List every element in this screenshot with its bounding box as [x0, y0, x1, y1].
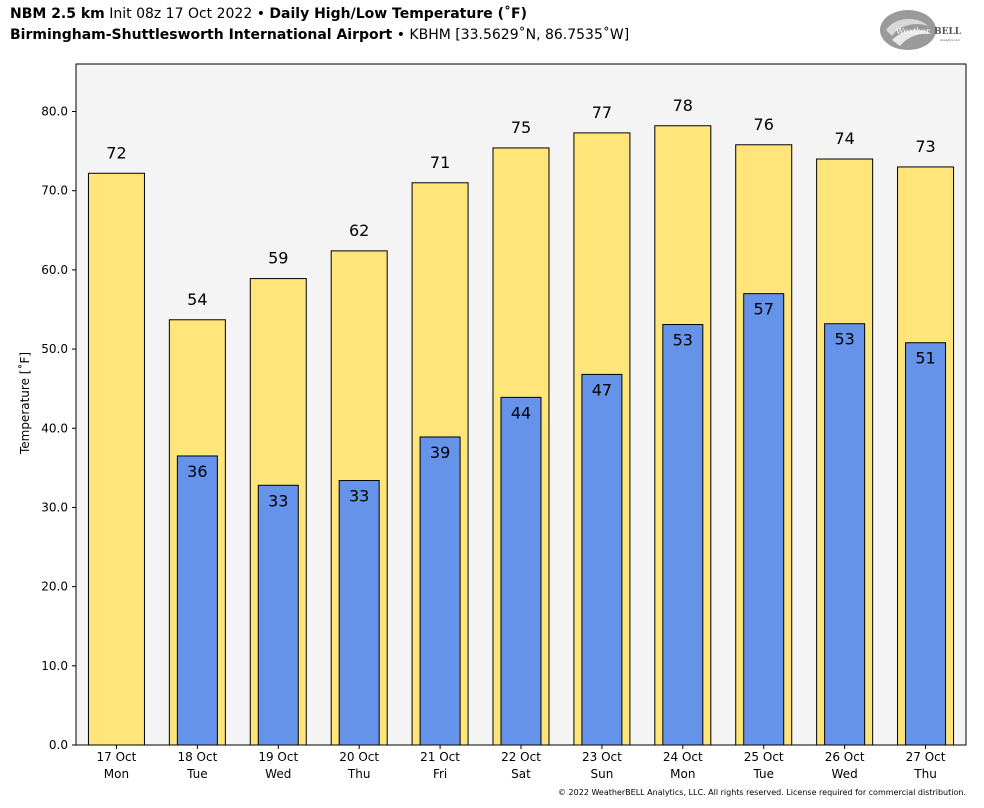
x-tick-label-day: Wed [265, 767, 291, 781]
x-tick-label-date: 25 Oct [744, 750, 784, 764]
copyright-notice: © 2022 WeatherBELL Analytics, LLC. All r… [558, 788, 966, 797]
x-tick-label-day: Fri [433, 767, 447, 781]
low-temp-bar [257, 484, 299, 746]
low-temp-bar [743, 293, 785, 746]
x-tick-label-day: Thu [913, 767, 937, 781]
x-tick-label-day: Mon [670, 767, 695, 781]
x-tick-label-date: 20 Oct [339, 750, 379, 764]
high-temp-label: 77 [592, 103, 612, 122]
title-separator: • [396, 27, 405, 43]
x-tick-label-date: 17 Oct [97, 750, 137, 764]
logo-text-weather: Weather [896, 27, 930, 36]
y-tick-label: 40.0 [41, 421, 68, 435]
plot-frame [75, 63, 967, 746]
high-temp-label: 74 [834, 129, 854, 148]
low-temp-bar [581, 373, 623, 746]
low-temp-label: 53 [834, 330, 854, 349]
high-temp-label: 76 [754, 115, 774, 134]
low-temp-label: 33 [268, 491, 288, 510]
y-tick-label: 60.0 [41, 263, 68, 277]
low-temp-bar [824, 323, 866, 746]
product-name: Daily High/Low Temperature (˚F) [269, 6, 527, 22]
x-tick-label-day: Mon [104, 767, 129, 781]
low-temp-label: 36 [187, 462, 207, 481]
high-temp-label: 71 [430, 153, 450, 172]
y-tick-label: 30.0 [41, 500, 68, 514]
low-temp-bar [662, 324, 704, 746]
high-temp-label: 59 [268, 249, 288, 268]
x-tick-label-day: Tue [186, 767, 208, 781]
y-tick-label: 80.0 [41, 105, 68, 119]
low-temp-bar [419, 436, 461, 746]
low-temp-label: 53 [673, 331, 693, 350]
x-tick-label-day: Sun [590, 767, 613, 781]
model-name: NBM 2.5 km [10, 6, 105, 22]
y-tick-label: 10.0 [41, 659, 68, 673]
station-name: Birmingham-Shuttlesworth International A… [10, 27, 393, 43]
low-temp-label: 47 [592, 380, 612, 399]
x-tick-label-day: Sat [511, 767, 531, 781]
high-temp-label: 78 [673, 96, 693, 115]
low-temp-label: 39 [430, 443, 450, 462]
low-temp-label: 33 [349, 487, 369, 506]
high-temp-label: 54 [187, 290, 207, 309]
low-temp-label: 44 [511, 403, 531, 422]
x-tick-label-date: 22 Oct [501, 750, 541, 764]
x-tick-label-date: 18 Oct [177, 750, 217, 764]
y-tick-label: 0.0 [49, 738, 68, 752]
low-temp-bar [500, 396, 542, 746]
low-temp-label: 57 [754, 300, 774, 319]
x-tick-label-date: 26 Oct [825, 750, 865, 764]
high-temp-bar [87, 172, 145, 746]
x-tick-label-date: 27 Oct [906, 750, 946, 764]
x-tick-label-day: Thu [347, 767, 371, 781]
title-separator: • [256, 6, 265, 22]
y-tick-label: 70.0 [41, 184, 68, 198]
high-temp-label: 75 [511, 118, 531, 137]
low-temp-bar [905, 342, 947, 746]
high-temp-label: 62 [349, 221, 369, 240]
high-temp-label: 73 [915, 137, 935, 156]
station-detail: KBHM [33.5629˚N, 86.7535˚W] [409, 27, 630, 43]
x-tick-label-date: 23 Oct [582, 750, 622, 764]
x-tick-label-date: 24 Oct [663, 750, 703, 764]
x-tick-label-day: Tue [752, 767, 774, 781]
chart-title-line-2: Birmingham-Shuttlesworth International A… [10, 27, 629, 43]
x-tick-label-date: 21 Oct [420, 750, 460, 764]
logo-text-bell: BELL [934, 27, 962, 37]
chart-title-line-1: NBM 2.5 km Init 08z 17 Oct 2022 • Daily … [10, 6, 527, 22]
low-temp-label: 51 [915, 349, 935, 368]
y-axis-label: Temperature [˚F] [18, 351, 32, 455]
x-tick-label-day: Wed [832, 767, 858, 781]
logo-subtext: Analytics LLC [940, 38, 960, 42]
low-temp-bar [338, 480, 380, 746]
weatherbell-logo: Weather BELL Analytics LLC [880, 10, 962, 50]
low-temp-bar [176, 455, 218, 746]
y-tick-label: 20.0 [41, 580, 68, 594]
high-temp-label: 72 [106, 143, 126, 162]
y-tick-label: 50.0 [41, 342, 68, 356]
x-tick-label-date: 19 Oct [258, 750, 298, 764]
init-time: Init 08z 17 Oct 2022 [109, 6, 253, 22]
